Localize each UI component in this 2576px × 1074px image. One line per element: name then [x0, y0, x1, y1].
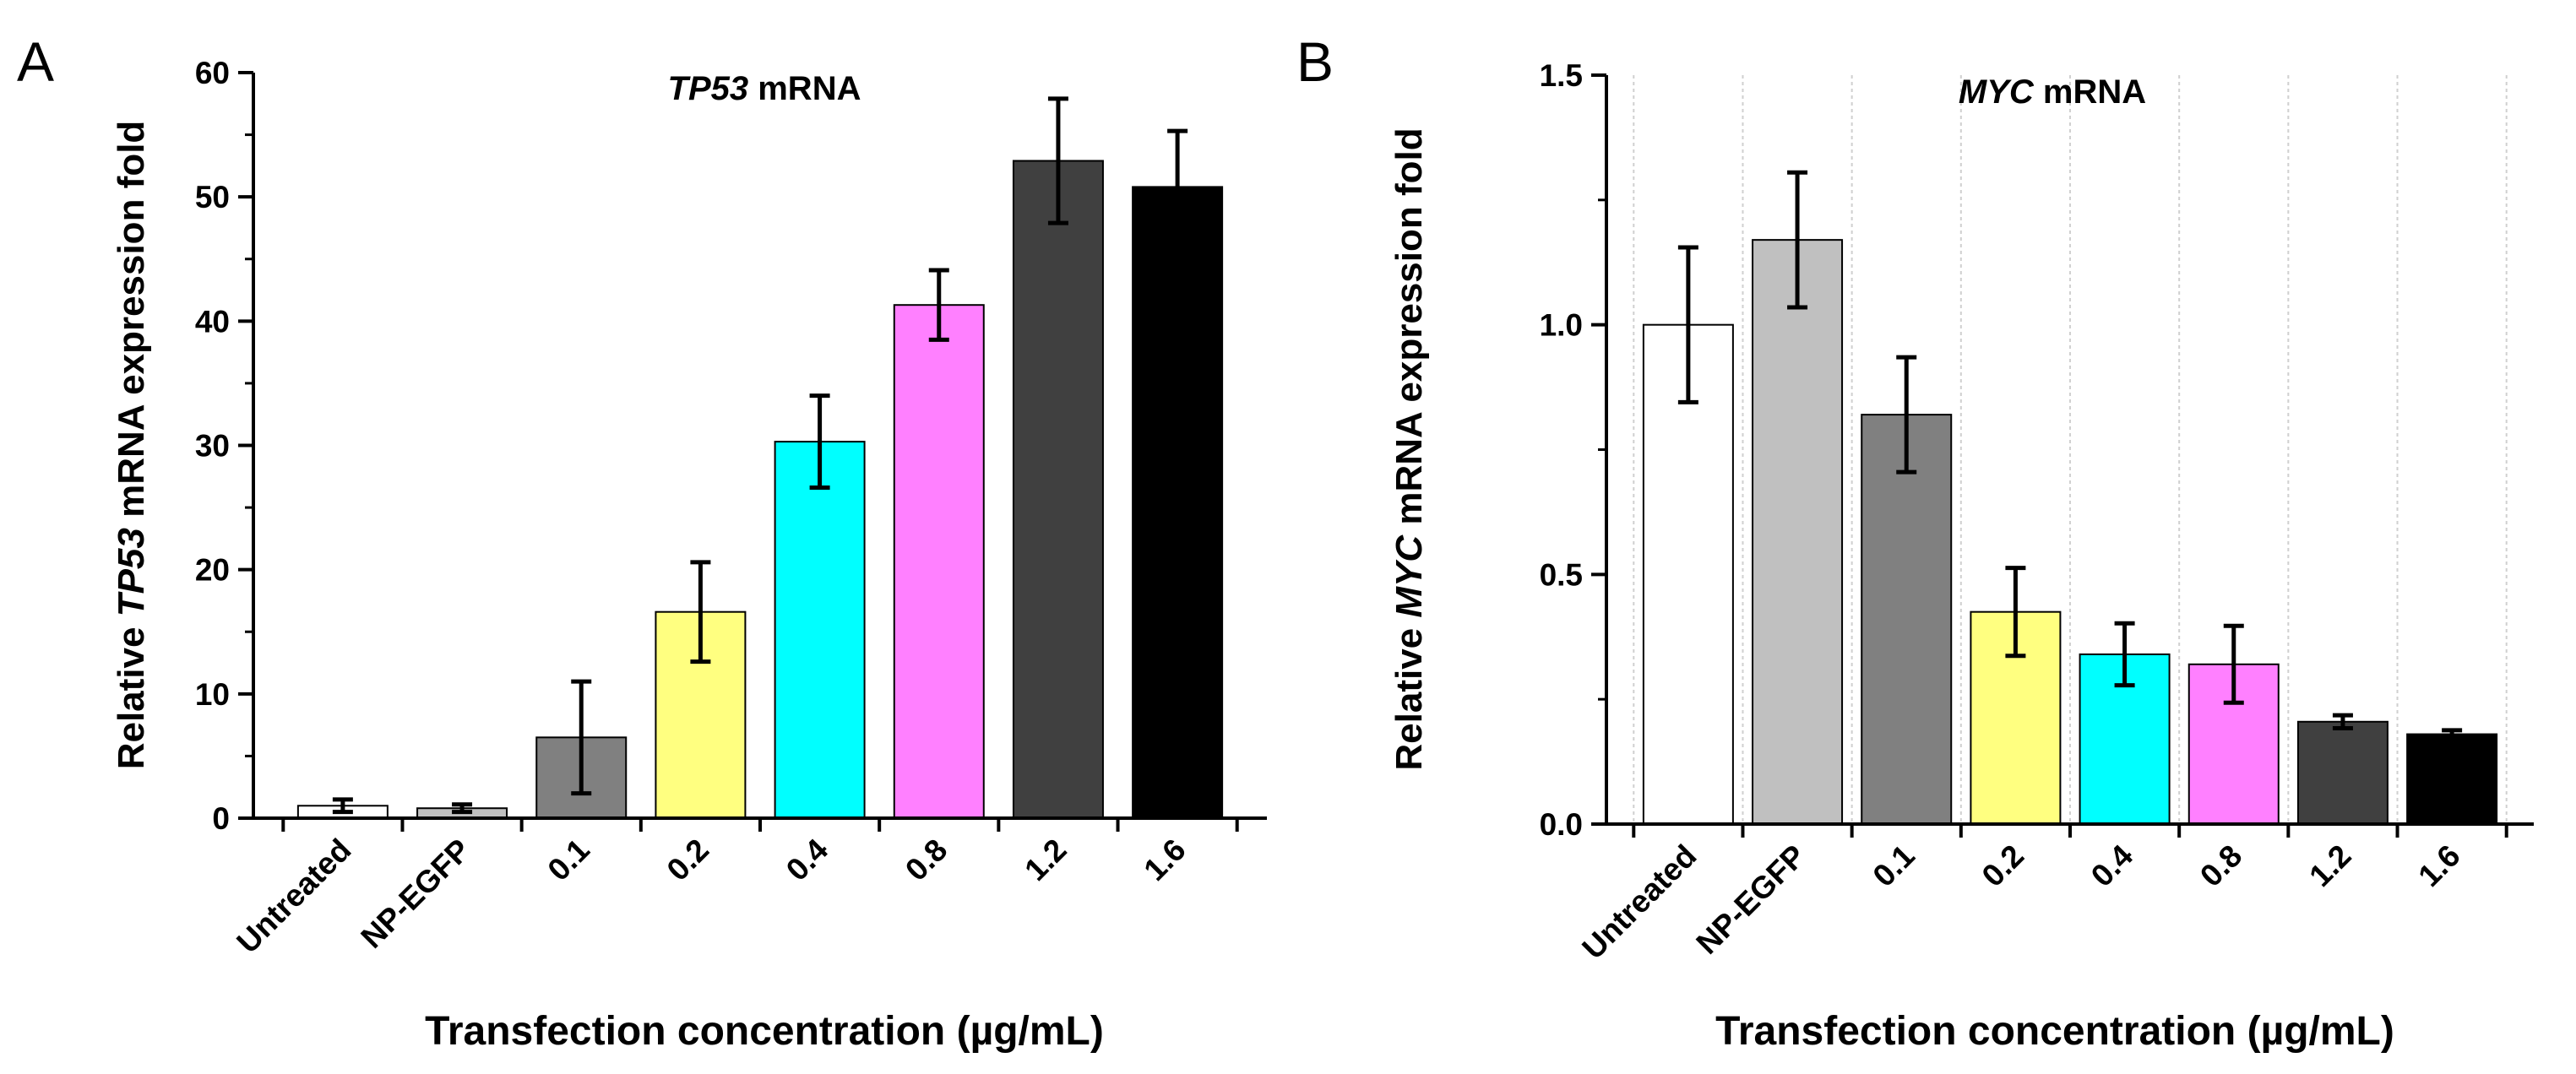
y-tick-label: 50	[195, 180, 230, 214]
x-tick-label: 0.1	[1867, 838, 1921, 893]
y-tick-label: 30	[195, 429, 230, 464]
y-tick-label: 40	[195, 304, 230, 339]
y-axis-label-pre: Relative	[1389, 618, 1430, 771]
x-tick-label: 0.8	[899, 833, 954, 887]
y-tick-label: 0.5	[1540, 557, 1583, 592]
chart-title-rest: mRNA	[2034, 73, 2146, 111]
y-tick-label: 0	[212, 801, 230, 836]
x-axis-label: Transfection concentration (µg/mL)	[1715, 1009, 2394, 1054]
y-axis-label: Relative MYC mRNA expression fold	[1389, 127, 1430, 770]
bar-0-1	[1861, 414, 1953, 825]
y-axis-label-post: mRNA expression fold	[111, 121, 152, 528]
chart-title-rest: mRNA	[748, 70, 861, 107]
y-tick-label: 60	[195, 56, 230, 90]
y-axis-label-pre: Relative	[111, 616, 152, 769]
y-axis-label-post: mRNA expression fold	[1389, 127, 1430, 534]
x-tick-label: 0.1	[541, 833, 596, 887]
bar-1-2	[1012, 160, 1104, 819]
chart-title-gene: MYC	[1959, 73, 2035, 111]
x-tick-label: 0.2	[1975, 838, 2030, 893]
x-tick-label: 0.8	[2193, 838, 2248, 893]
bar-1-2	[2296, 720, 2389, 826]
x-tick-label: 0.4	[780, 832, 835, 887]
y-tick-label: 10	[195, 677, 230, 712]
x-tick-label: 0.4	[2084, 838, 2140, 893]
x-axis-label: Transfection concentration (µg/mL)	[425, 1009, 1104, 1054]
chart-title-gene: TP53	[668, 70, 749, 107]
x-tick-label: 1.2	[1018, 833, 1073, 887]
bar-0-8	[893, 304, 985, 819]
x-tick-label: Untreated	[230, 833, 357, 960]
x-tick-label: 1.6	[1137, 833, 1192, 887]
y-axis-label-gene: MYC	[1389, 534, 1430, 618]
x-tick-label: NP-EGFP	[1689, 838, 1812, 961]
y-axis-label-gene: TP53	[111, 528, 152, 616]
chart-title: MYC mRNA	[1959, 73, 2146, 111]
x-tick-label: Untreated	[1575, 838, 1703, 966]
x-tick-label: NP-EGFP	[354, 833, 476, 955]
y-axis-label: Relative TP53 mRNA expression fold	[111, 121, 152, 770]
y-tick-label: 20	[195, 553, 230, 588]
bar-1-6	[1132, 186, 1224, 820]
x-tick-label: 1.6	[2411, 838, 2466, 893]
y-tick-label: 1.5	[1540, 58, 1583, 93]
chart-title: TP53 mRNA	[668, 70, 861, 107]
bar-np-egfp	[1752, 239, 1844, 825]
bar-1-6	[2406, 733, 2498, 825]
panel-letter: A	[17, 30, 54, 93]
y-tick-label: 1.0	[1540, 308, 1583, 343]
x-tick-label: 1.2	[2302, 838, 2357, 893]
bar-0-4	[774, 441, 866, 820]
x-tick-label: 0.2	[660, 833, 715, 887]
y-tick-label: 0.0	[1540, 807, 1583, 842]
panel-letter: B	[1296, 30, 1334, 93]
